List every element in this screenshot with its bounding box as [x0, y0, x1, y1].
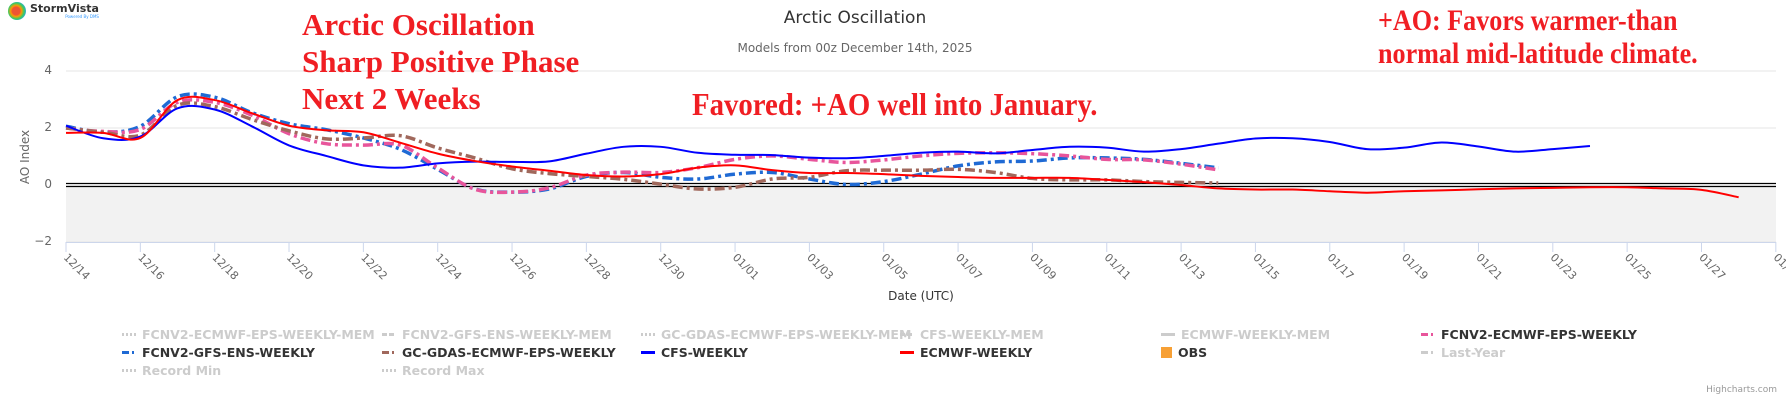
highcharts-credits[interactable]: Highcharts.com [1706, 385, 1777, 395]
x-tick-label: 01/09 [1027, 251, 1059, 283]
x-tick-label: 01/23 [1548, 251, 1580, 283]
legend-symbol-icon [122, 351, 136, 354]
legend-item[interactable]: FCNV2-ECMWF-EPS-WEEKLY-MEM [122, 327, 375, 342]
legend-symbol-icon [1161, 333, 1175, 336]
legend-item[interactable]: FCNV2-GFS-ENS-WEEKLY [122, 345, 315, 360]
legend-label: FCNV2-GFS-ENS-WEEKLY-MEM [402, 327, 612, 342]
legend-symbol-icon [1161, 347, 1172, 358]
legend-symbol-icon [382, 369, 396, 372]
x-tick-label: 01/17 [1325, 251, 1357, 283]
legend-label: FCNV2-GFS-ENS-WEEKLY [142, 345, 315, 360]
headline-line-3: Next 2 Weeks [302, 81, 481, 116]
legend-item[interactable]: Record Min [122, 363, 221, 378]
legend-item[interactable]: FCNV2-ECMWF-EPS-WEEKLY [1421, 327, 1637, 342]
legend-label: FCNV2-ECMWF-EPS-WEEKLY-MEM [142, 327, 375, 342]
legend-symbol-icon [1421, 351, 1435, 354]
legend-item[interactable]: Record Max [382, 363, 485, 378]
x-tick-label: 01/13 [1176, 251, 1208, 283]
legend-label: Record Min [142, 363, 222, 378]
legend-label: ECMWF-WEEKLY [920, 345, 1033, 360]
legend-label: OBS [1178, 345, 1208, 360]
impact-line-1: +AO: Favors warmer-than [1378, 4, 1678, 37]
x-tick-label: 01/15 [1250, 251, 1282, 283]
favored-annotation: Favored: +AO well into January. [692, 86, 1098, 122]
chart-subtitle: Models from 00z December 14th, 2025 [737, 41, 973, 55]
x-tick-label: 01/27 [1696, 251, 1728, 283]
x-tick-label: 12/16 [135, 251, 167, 283]
legend-symbol-icon [1421, 333, 1435, 336]
logo-tagline: Powered By DMS [65, 14, 99, 19]
x-tick-label: 01/25 [1622, 251, 1654, 283]
x-tick-label: 01/21 [1473, 251, 1505, 283]
legend-label: ECMWF-WEEKLY-MEM [1181, 327, 1331, 342]
x-tick-label: 12/20 [284, 251, 316, 283]
x-tick-label: 12/24 [433, 251, 465, 283]
y-tick-label: −2 [34, 234, 52, 248]
headline-annotation: Arctic Oscillation Sharp Positive Phase … [302, 6, 579, 117]
x-tick-label: 12/26 [507, 251, 539, 283]
impact-annotation: +AO: Favors warmer-than normal mid-latit… [1378, 4, 1698, 70]
series-line-fcnv2-ecmwf-eps-weekly [65, 98, 1219, 195]
y-axis-title: AO Index [18, 129, 32, 185]
legend-item[interactable]: CFS-WEEKLY [641, 345, 748, 360]
logo-name: StormVista [30, 2, 99, 15]
legend-item[interactable]: ECMWF-WEEKLY [900, 345, 1032, 360]
legend-item[interactable]: GC-GDAS-ECMWF-EPS-WEEKLY-MEM [641, 327, 911, 342]
legend-symbol-icon [900, 351, 914, 354]
series-line-cfs-weekly [65, 104, 1591, 169]
legend-item[interactable]: CFS-WEEKLY-MEM [900, 327, 1044, 342]
y-tick-label: 2 [44, 120, 52, 134]
headline-line-2: Sharp Positive Phase [302, 44, 580, 79]
x-tick-label: 01/07 [953, 251, 985, 283]
stormvista-logo: StormVista Powered By DMS [8, 2, 99, 20]
legend-label: Last-Year [1441, 345, 1506, 360]
x-tick-label: 12/18 [210, 251, 242, 283]
legend-symbol-icon [122, 369, 136, 372]
x-tick-label: 12/28 [581, 251, 613, 283]
legend-symbol-icon [382, 333, 396, 336]
legend-item[interactable]: FCNV2-GFS-ENS-WEEKLY-MEM [382, 327, 612, 342]
legend-label: Record Max [402, 363, 485, 378]
x-tick-label: 01/19 [1399, 251, 1431, 283]
x-tick-label: 01/03 [804, 251, 836, 283]
impact-line-2: normal mid-latitude climate. [1378, 37, 1698, 70]
x-tick-label: 12/14 [61, 251, 93, 283]
x-axis-title: Date (UTC) [888, 289, 954, 303]
headline-line-1: Arctic Oscillation [302, 7, 535, 42]
logo-icon [8, 2, 26, 20]
x-tick-label: 12/30 [656, 251, 688, 283]
legend-label: GC-GDAS-ECMWF-EPS-WEEKLY [402, 345, 616, 360]
chart-title: Arctic Oscillation [783, 8, 927, 28]
y-tick-label: 0 [44, 177, 52, 191]
negative-plot-band [66, 185, 1776, 242]
legend-label: FCNV2-ECMWF-EPS-WEEKLY [1441, 327, 1637, 342]
legend-label: CFS-WEEKLY-MEM [920, 327, 1044, 342]
legend-symbol-icon [382, 351, 396, 354]
x-tick-label: 01/29 [1771, 251, 1786, 283]
x-tick-label: 01/05 [879, 251, 911, 283]
legend-label: CFS-WEEKLY [661, 345, 748, 360]
legend-item[interactable]: OBS [1161, 345, 1207, 360]
legend-item[interactable]: GC-GDAS-ECMWF-EPS-WEEKLY [382, 345, 616, 360]
y-tick-label: 4 [44, 63, 52, 77]
x-tick-label: 01/01 [730, 251, 762, 283]
x-tick-label: 12/22 [358, 251, 390, 283]
legend-item[interactable]: ECMWF-WEEKLY-MEM [1161, 327, 1330, 342]
legend-symbol-icon [641, 333, 655, 336]
x-tick-label: 01/11 [1102, 251, 1134, 283]
series-line-ecmwf-weekly [65, 95, 1739, 199]
legend-symbol-icon [122, 333, 136, 336]
legend-symbol-icon [900, 333, 914, 336]
legend-label: GC-GDAS-ECMWF-EPS-WEEKLY-MEM [661, 327, 912, 342]
legend-symbol-icon [641, 351, 655, 354]
legend-item[interactable]: Last-Year [1421, 345, 1505, 360]
